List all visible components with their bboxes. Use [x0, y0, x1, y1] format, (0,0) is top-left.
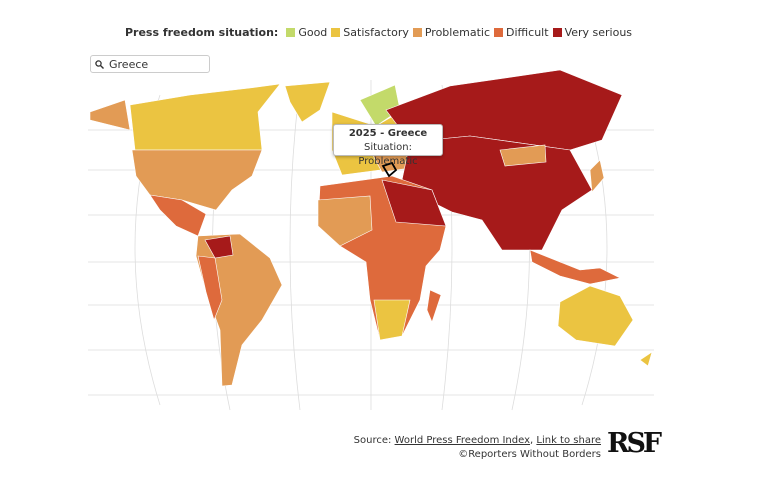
legend-label: Problematic — [424, 26, 490, 39]
tooltip: 2025 - Greece Situation: Problematic — [333, 124, 443, 167]
region — [195, 233, 283, 387]
legend-label: Satisfactory — [343, 26, 409, 39]
separator: , — [530, 435, 534, 446]
search-query: Greece — [109, 57, 149, 71]
region — [639, 351, 653, 367]
countries — [89, 69, 653, 387]
legend-swatch — [286, 28, 296, 37]
legend-item[interactable]: Good — [286, 26, 327, 39]
region — [204, 235, 234, 259]
region — [317, 195, 373, 247]
region — [381, 179, 447, 227]
legend-item[interactable]: Difficult — [494, 26, 549, 39]
selected-country[interactable] — [381, 161, 398, 178]
legend: Press freedom situation: Good Satisfactor… — [0, 26, 757, 39]
region — [529, 249, 621, 285]
region — [284, 81, 331, 123]
tooltip-title: 2025 - Greece — [348, 128, 428, 139]
region — [426, 289, 442, 323]
region — [89, 99, 131, 131]
legend-swatch — [412, 28, 422, 37]
region — [557, 285, 634, 347]
legend-label: Very serious — [564, 26, 633, 39]
legend-item[interactable]: Very serious — [552, 26, 633, 39]
logo: RSF — [607, 428, 662, 459]
legend-swatch — [331, 28, 341, 37]
source-prefix: Source: — [353, 435, 392, 446]
legend-item[interactable]: Satisfactory — [331, 26, 409, 39]
legend-label: Good — [298, 26, 328, 39]
legend-label: Difficult — [506, 26, 549, 39]
legend-swatch — [494, 28, 503, 37]
tooltip-body: Situation: Problematic — [358, 142, 418, 167]
source-link[interactable]: World Press Freedom Index — [394, 435, 531, 446]
legend-title: Press freedom situation: — [124, 26, 279, 39]
share-link[interactable]: Link to share — [536, 435, 601, 446]
region — [131, 149, 263, 211]
region — [129, 83, 281, 151]
region — [373, 299, 411, 341]
search-box[interactable]: Greece — [90, 55, 210, 73]
footer: Source: World Press Freedom Index, Link … — [354, 434, 601, 462]
region — [499, 144, 547, 167]
search-icon — [95, 59, 104, 69]
copyright: ©Reporters Without Borders — [458, 449, 601, 460]
region — [197, 255, 223, 321]
legend-item[interactable]: Problematic — [412, 26, 490, 39]
legend-swatch — [552, 28, 562, 37]
region — [589, 159, 605, 193]
